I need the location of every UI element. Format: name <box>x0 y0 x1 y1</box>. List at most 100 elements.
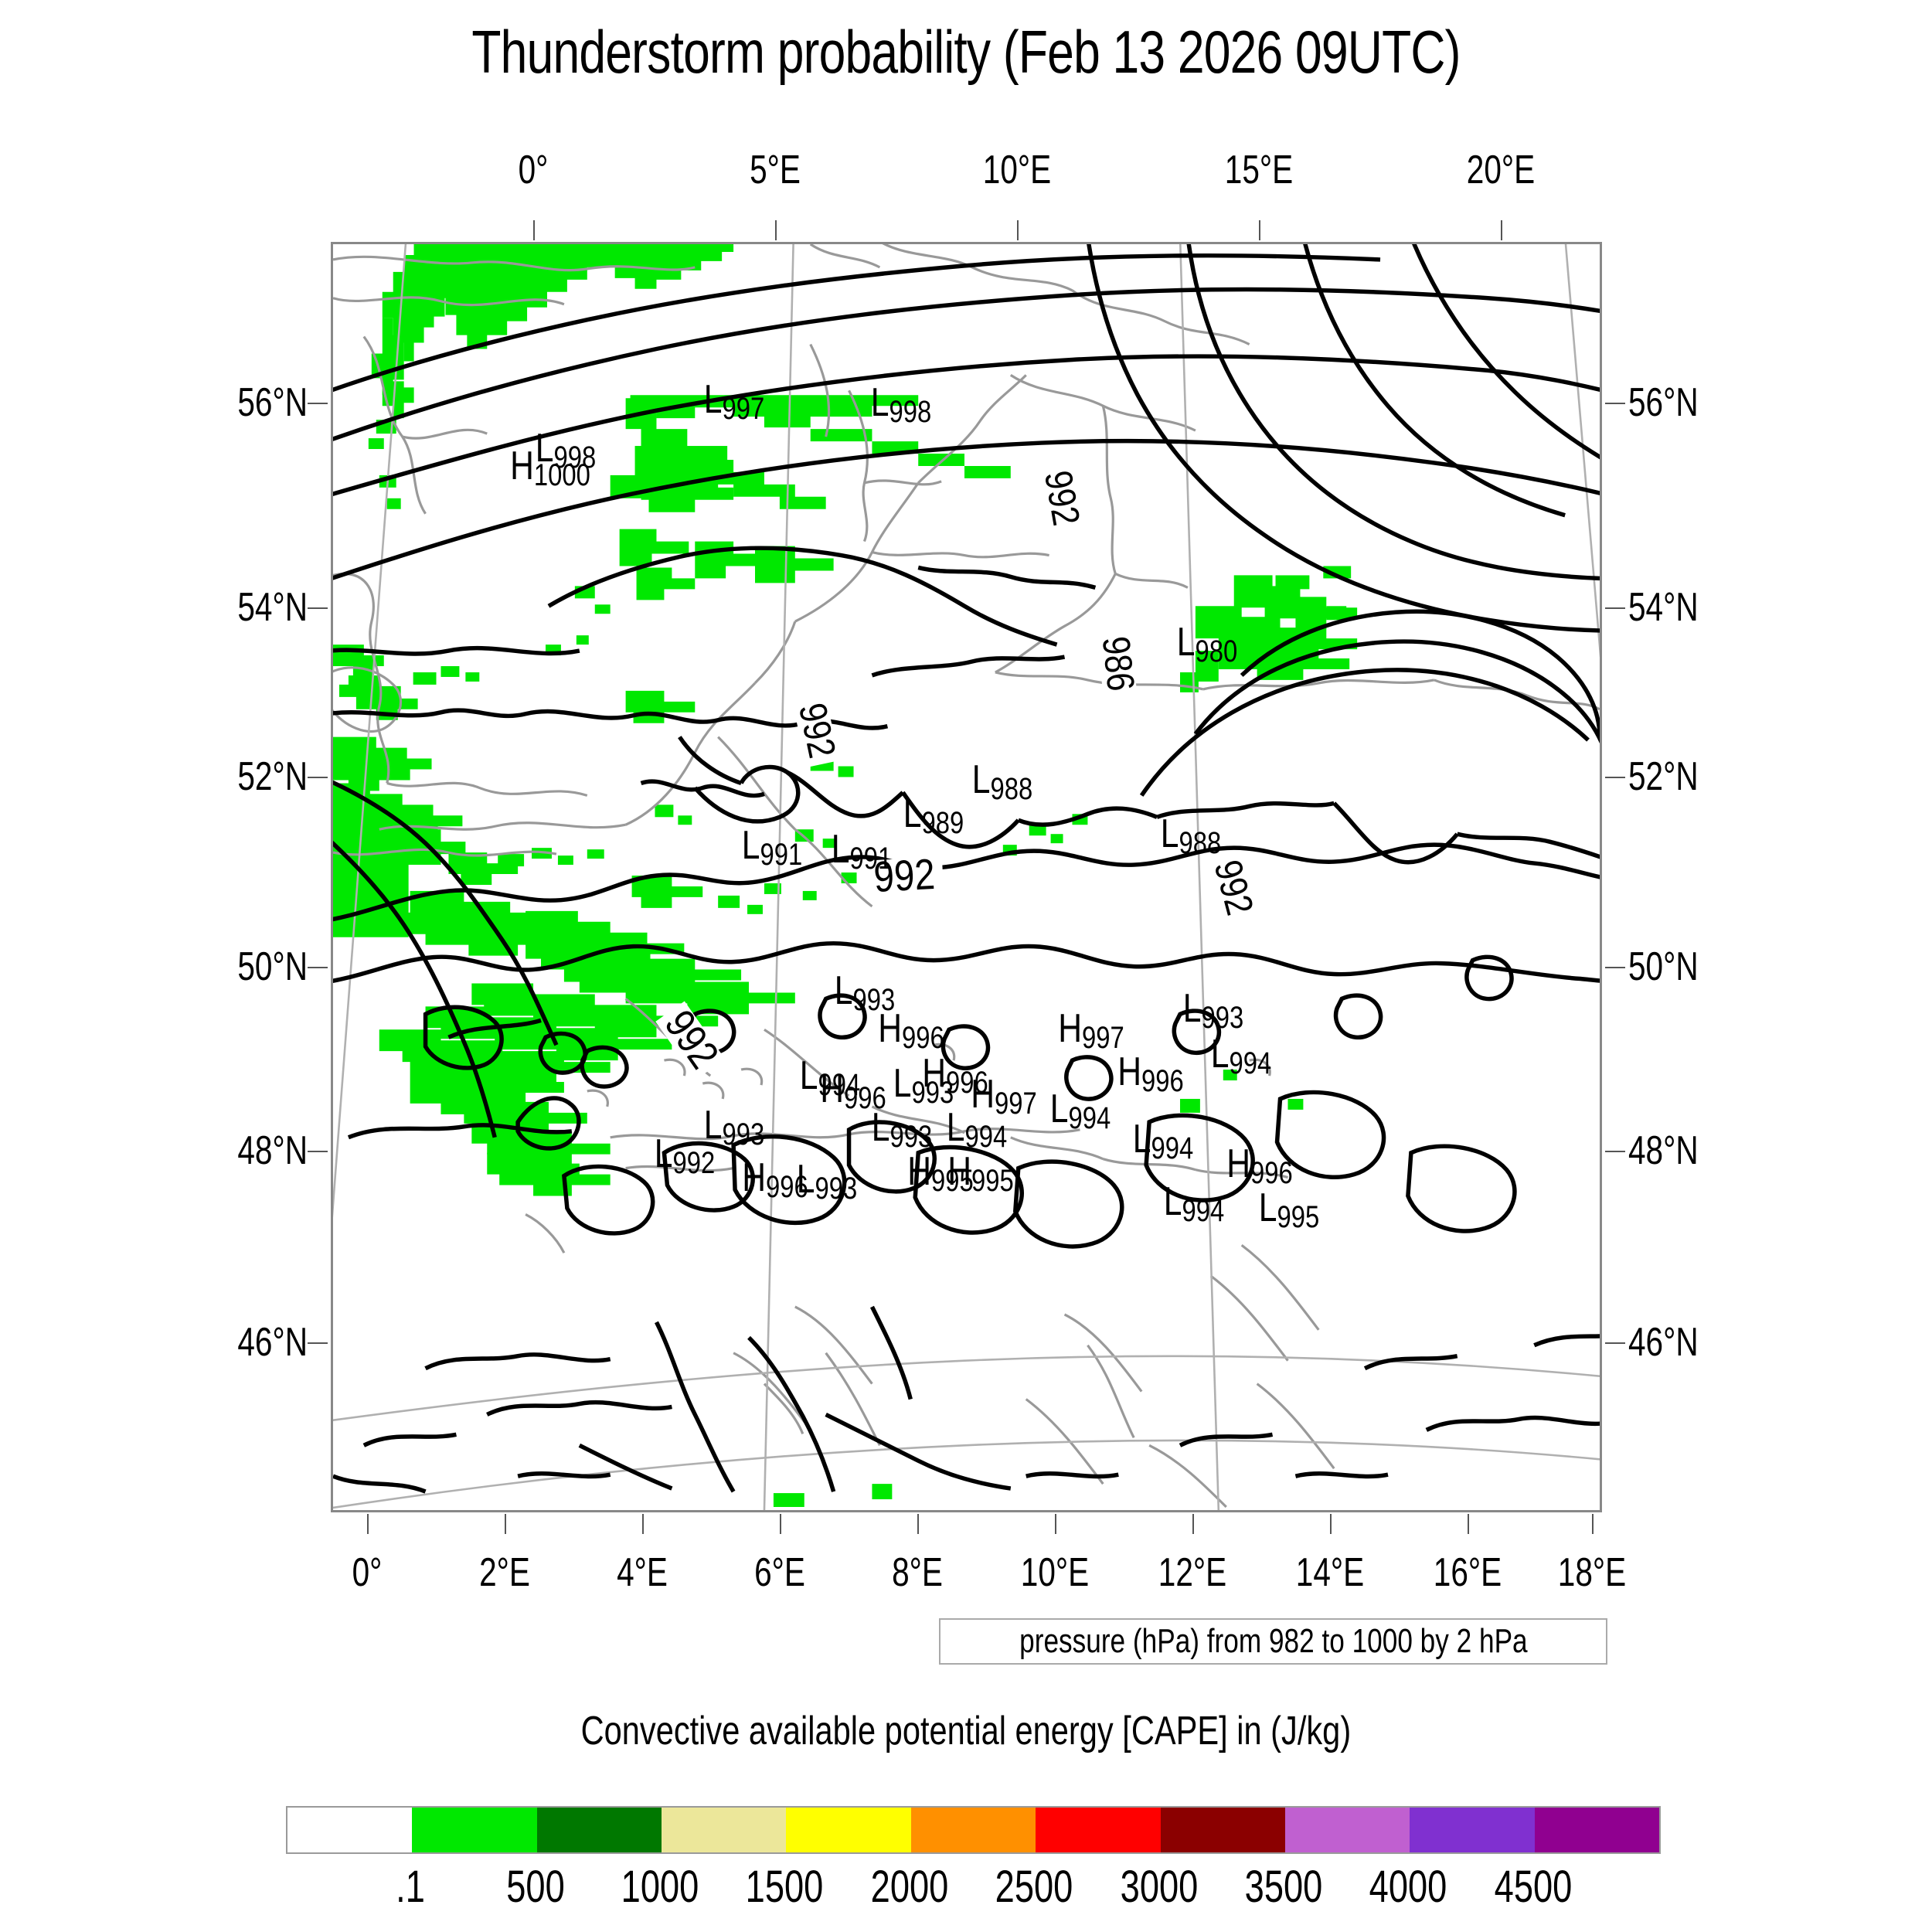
colorbar-tick-label-0: .1 <box>396 1862 426 1912</box>
pressure-center-type: L <box>535 426 554 471</box>
pressure-center-type: L <box>971 757 991 802</box>
colorbar-cell-5[interactable] <box>910 1808 1036 1852</box>
axis-tick-bottom-8 <box>1468 1514 1469 1534</box>
colorbar-cell-4[interactable] <box>786 1808 911 1852</box>
axis-tick-bottom-3 <box>780 1514 781 1534</box>
cape-colorbar[interactable] <box>286 1806 1661 1854</box>
isobar-contour-layer <box>333 244 1600 1494</box>
pressure-center-value: 996 <box>844 1081 886 1115</box>
pressure-center-value: 988 <box>1179 826 1222 860</box>
axis-tick-bottom-6 <box>1192 1514 1194 1534</box>
svg-text:986: 986 <box>1094 634 1143 693</box>
colorbar-tick-label-9: 4500 <box>1494 1862 1572 1912</box>
pressure-center-h-20: H997 <box>971 1074 1037 1119</box>
axis-label-top-1: 5°E <box>750 148 801 192</box>
page-title: Thunderstorm probability (Feb 13 2026 09… <box>471 18 1461 86</box>
pressure-center-value: 997 <box>1082 1021 1124 1055</box>
colorbar-cell-7[interactable] <box>1160 1808 1285 1852</box>
pressure-center-h-30: H995 <box>947 1151 1014 1196</box>
pressure-center-value: 993 <box>815 1172 858 1206</box>
colorbar-tick-label-4: 2000 <box>870 1862 949 1912</box>
pressure-center-type: H <box>907 1149 932 1194</box>
axis-label-left-2: 52°N <box>237 754 308 799</box>
pressure-center-value: 993 <box>1201 1001 1244 1035</box>
axis-tick-right-1 <box>1605 607 1625 609</box>
colorbar-cell-10[interactable] <box>1534 1808 1659 1852</box>
colorbar-tick-label-7: 3500 <box>1244 1862 1323 1912</box>
pressure-center-l-10: L993 <box>835 971 895 1015</box>
pressure-center-l-26: L992 <box>655 1134 715 1179</box>
pressure-center-type: L <box>946 1105 965 1150</box>
pressure-center-l-5: L988 <box>972 760 1032 804</box>
pressure-center-value: 994 <box>1151 1131 1194 1165</box>
pressure-center-value: 993 <box>722 1117 765 1151</box>
pressure-center-h-13: H997 <box>1058 1009 1124 1053</box>
colorbar-cell-2[interactable] <box>536 1808 662 1852</box>
pressure-center-type: L <box>870 380 889 425</box>
pressure-center-type: H <box>510 444 534 488</box>
map-graphics: 992 992 986 992 <box>333 244 1600 1510</box>
axis-tick-top-0 <box>533 220 535 240</box>
pressure-center-type: L <box>1258 1185 1277 1230</box>
axis-label-left-0: 56°N <box>237 380 308 425</box>
pressure-center-l-21: L994 <box>1050 1089 1111 1134</box>
pressure-center-type: H <box>1058 1006 1083 1051</box>
axis-label-bottom-7: 14°E <box>1295 1550 1365 1595</box>
pressure-center-type: H <box>971 1072 995 1117</box>
colorbar-cell-9[interactable] <box>1410 1808 1535 1852</box>
pressure-center-type: L <box>1182 986 1202 1031</box>
pressure-center-value: 992 <box>672 1146 716 1180</box>
pressure-center-value: 995 <box>931 1164 974 1198</box>
svg-text:992: 992 <box>872 849 936 901</box>
pressure-center-value: 996 <box>902 1021 944 1055</box>
pressure-center-l-22: L993 <box>704 1105 764 1150</box>
pressure-center-value: 995 <box>1277 1200 1320 1234</box>
pressure-center-value: 994 <box>964 1120 1008 1154</box>
colorbar-tick-label-1: 500 <box>505 1862 565 1912</box>
axis-label-right-0: 56°N <box>1628 380 1699 425</box>
axis-tick-bottom-9 <box>1592 1514 1594 1534</box>
pressure-center-value: 989 <box>921 806 964 840</box>
axis-tick-left-0 <box>308 403 328 404</box>
pressure-center-l-14: L994 <box>1211 1034 1271 1079</box>
pressure-center-type: L <box>799 1053 818 1098</box>
colorbar-cell-6[interactable] <box>1036 1808 1161 1852</box>
colorbar-tick-label-3: 1500 <box>746 1862 824 1912</box>
axis-label-right-4: 48°N <box>1628 1128 1699 1173</box>
colorbar-cell-0[interactable] <box>287 1808 413 1852</box>
pressure-center-l-19: L993 <box>893 1063 954 1108</box>
axis-label-bottom-6: 12°E <box>1158 1550 1227 1595</box>
axis-tick-right-2 <box>1605 777 1625 778</box>
pressure-center-l-16: L994 <box>800 1056 860 1100</box>
axis-label-bottom-4: 8°E <box>892 1550 943 1595</box>
pressure-center-l-28: L993 <box>797 1159 857 1204</box>
pressure-center-type: L <box>796 1157 815 1202</box>
axis-tick-left-4 <box>308 1151 328 1152</box>
axis-tick-top-2 <box>1017 220 1019 240</box>
pressure-center-type: H <box>1226 1141 1251 1186</box>
svg-text:992: 992 <box>1036 468 1088 529</box>
colorbar-cell-3[interactable] <box>662 1808 787 1852</box>
pressure-center-value: 997 <box>722 392 765 426</box>
pressure-center-l-8: L991 <box>742 825 802 870</box>
pressure-center-type: L <box>1176 620 1196 665</box>
pressure-center-l-6: L989 <box>903 794 964 838</box>
pressure-center-type: L <box>654 1131 673 1176</box>
axis-label-left-5: 46°N <box>237 1320 308 1365</box>
pressure-legend-box: pressure (hPa) from 982 to 1000 by 2 hPa <box>939 1618 1607 1665</box>
axis-label-right-2: 52°N <box>1628 754 1699 799</box>
axis-tick-bottom-4 <box>917 1514 919 1534</box>
pressure-center-type: L <box>741 823 760 868</box>
pressure-center-value: 995 <box>971 1164 1014 1198</box>
axis-label-left-1: 54°N <box>237 585 308 630</box>
axis-label-bottom-3: 6°E <box>754 1550 805 1595</box>
axis-label-bottom-1: 2°E <box>479 1550 530 1595</box>
pressure-center-value: 993 <box>911 1076 954 1110</box>
map-canvas[interactable]: 992 992 986 992 <box>331 242 1602 1512</box>
colorbar-cell-1[interactable] <box>412 1808 537 1852</box>
pressure-center-l-0: L997 <box>704 379 764 424</box>
colorbar-cell-8[interactable] <box>1284 1808 1410 1852</box>
pressure-center-l-4: L980 <box>1177 622 1237 667</box>
pressure-center-l-1: L998 <box>871 383 931 427</box>
axis-tick-bottom-7 <box>1330 1514 1332 1534</box>
